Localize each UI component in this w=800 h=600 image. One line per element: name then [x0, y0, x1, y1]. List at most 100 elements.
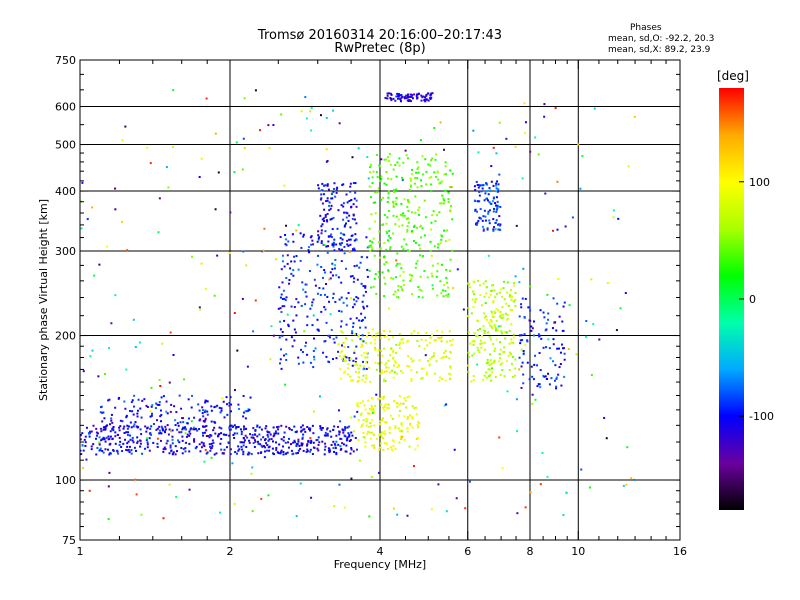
- data-point: [233, 436, 236, 439]
- data-point: [150, 414, 153, 417]
- data-point: [442, 295, 445, 298]
- data-point: [202, 409, 205, 412]
- data-point: [625, 483, 628, 486]
- data-point: [233, 311, 236, 314]
- data-point: [353, 239, 356, 242]
- data-point: [416, 186, 419, 189]
- data-point: [109, 435, 112, 438]
- data-point: [475, 334, 478, 337]
- x-axis-label: Frequency [MHz]: [334, 558, 426, 571]
- data-point: [405, 97, 408, 100]
- data-point: [201, 406, 204, 409]
- data-point: [490, 180, 493, 183]
- data-point: [311, 301, 314, 304]
- data-point: [293, 439, 296, 442]
- data-point: [425, 183, 428, 186]
- data-point: [489, 324, 492, 327]
- data-point: [256, 424, 259, 427]
- data-point: [489, 338, 492, 341]
- y-axis-label: Stationary phase Virtual Height [km]: [37, 199, 50, 401]
- data-point: [598, 338, 601, 341]
- data-point: [486, 361, 489, 364]
- data-point: [324, 442, 327, 445]
- data-point: [418, 244, 421, 247]
- data-point: [300, 426, 303, 429]
- data-point: [136, 412, 139, 415]
- data-point: [325, 245, 328, 248]
- data-point: [394, 99, 397, 102]
- data-point: [242, 425, 245, 428]
- data-point: [365, 361, 368, 364]
- data-point: [343, 211, 346, 214]
- data-point: [425, 373, 428, 376]
- data-point: [327, 244, 330, 247]
- data-point: [408, 445, 411, 448]
- data-point: [492, 228, 495, 231]
- data-point: [548, 383, 551, 386]
- data-point: [212, 441, 215, 444]
- data-point: [303, 330, 306, 333]
- data-point: [385, 261, 388, 264]
- data-point: [322, 217, 325, 220]
- data-point: [369, 250, 372, 253]
- data-point: [497, 188, 500, 191]
- data-point: [398, 395, 401, 398]
- data-point: [94, 437, 97, 440]
- data-point: [385, 362, 388, 365]
- data-point: [444, 173, 447, 176]
- data-point: [501, 466, 504, 469]
- data-point: [367, 331, 370, 334]
- data-point: [445, 355, 448, 358]
- data-point: [492, 315, 495, 318]
- data-point: [373, 338, 376, 341]
- data-point: [332, 241, 335, 244]
- data-point: [363, 404, 366, 407]
- data-point: [431, 275, 434, 278]
- data-point: [439, 202, 442, 205]
- data-point: [330, 435, 333, 438]
- data-point: [559, 362, 562, 365]
- data-point: [508, 329, 511, 332]
- data-point: [417, 436, 420, 439]
- data-point: [492, 226, 495, 229]
- data-point: [370, 246, 373, 249]
- data-point: [380, 371, 383, 374]
- data-point: [325, 116, 328, 119]
- data-point: [216, 254, 219, 257]
- y-tick-label: 200: [55, 330, 76, 343]
- data-point: [112, 428, 115, 431]
- data-point: [482, 378, 485, 381]
- data-point: [145, 439, 148, 442]
- data-point: [374, 201, 377, 204]
- data-point: [449, 169, 452, 172]
- data-point: [493, 310, 496, 313]
- data-point: [444, 349, 447, 352]
- data-point: [524, 297, 527, 300]
- data-point: [364, 290, 367, 293]
- data-point: [479, 284, 482, 287]
- data-point: [110, 322, 113, 325]
- data-point: [445, 276, 448, 279]
- data-point: [477, 219, 480, 222]
- data-point: [440, 180, 443, 183]
- data-point: [488, 219, 491, 222]
- data-point: [246, 436, 249, 439]
- data-point: [383, 263, 386, 266]
- data-point: [199, 308, 202, 311]
- data-point: [109, 423, 112, 426]
- data-point: [406, 396, 409, 399]
- data-point: [213, 406, 216, 409]
- data-point: [420, 94, 423, 97]
- data-point: [366, 155, 369, 158]
- data-point: [145, 430, 148, 433]
- data-point: [119, 419, 122, 422]
- data-point: [281, 330, 284, 333]
- data-point: [436, 246, 439, 249]
- data-point: [498, 360, 501, 363]
- data-point: [126, 249, 129, 252]
- data-point: [627, 165, 630, 168]
- data-point: [143, 398, 146, 401]
- data-point: [389, 237, 392, 240]
- data-point: [379, 433, 382, 436]
- data-point: [429, 240, 432, 243]
